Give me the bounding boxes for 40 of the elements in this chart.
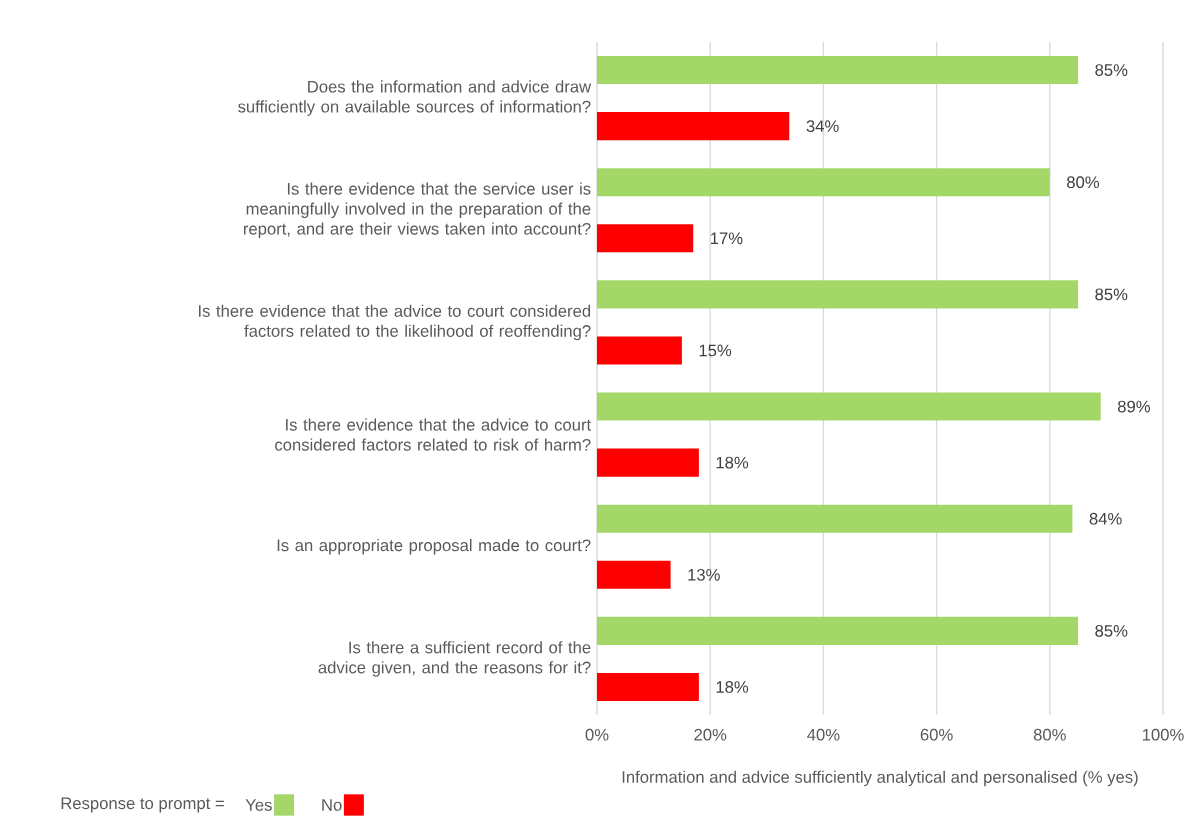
legend-label: Yes bbox=[245, 799, 272, 811]
y-tick-label: Does the information and advice draw sufficiently on available sources of information? bbox=[238, 80, 592, 116]
data-label: 85% bbox=[1095, 64, 1128, 76]
data-label: 15% bbox=[699, 344, 732, 357]
bar bbox=[597, 560, 671, 589]
bar bbox=[597, 56, 1079, 85]
x-tick-label: 40% bbox=[807, 728, 840, 741]
x-tick-label: 20% bbox=[694, 728, 727, 741]
x-tick-label: 100% bbox=[1142, 728, 1184, 741]
bar bbox=[597, 112, 790, 141]
bar bbox=[597, 224, 694, 253]
bar bbox=[597, 392, 1101, 421]
bar bbox=[597, 504, 1073, 533]
x-tick-label: 60% bbox=[920, 728, 953, 741]
bar bbox=[597, 448, 699, 477]
data-label: 80% bbox=[1067, 176, 1100, 189]
legend-title: Response to prompt = bbox=[61, 797, 224, 813]
data-label: 13% bbox=[688, 568, 720, 581]
bar bbox=[597, 168, 1050, 197]
y-tick-label: Is there evidence that the advice to court considered factors related to risk of harm? bbox=[275, 418, 592, 451]
data-label: 34% bbox=[806, 120, 839, 133]
y-tick-label: Is there a sufficient record of the advice given, and the reasons for it? bbox=[318, 641, 591, 677]
y-tick-label: Is there evidence that the service user is meaningfully involved in the preparation of the report, and are their views taken into account? bbox=[243, 182, 591, 239]
data-label: 18% bbox=[716, 681, 749, 693]
y-tick-label: Is there evidence that the advice to court considered factors related to the likelihood of reoffending? bbox=[198, 304, 591, 341]
x-tick-label: 0% bbox=[585, 728, 609, 741]
data-label: 85% bbox=[1095, 624, 1128, 637]
data-label: 85% bbox=[1095, 288, 1128, 301]
bar bbox=[597, 336, 682, 365]
bar bbox=[597, 616, 1079, 645]
data-label: 89% bbox=[1117, 400, 1150, 413]
legend-label: No bbox=[322, 799, 342, 811]
data-label: 17% bbox=[710, 232, 743, 245]
data-label: 18% bbox=[716, 456, 749, 469]
x-tick-label: 80% bbox=[1033, 728, 1066, 741]
x-axis-title: Information and advice sufficiently analytical and personalised (% yes) bbox=[622, 770, 1138, 787]
bar bbox=[597, 672, 699, 701]
data-label: 84% bbox=[1089, 512, 1122, 525]
bar bbox=[597, 280, 1079, 309]
y-tick-label: Is an appropriate proposal made to court? bbox=[277, 538, 591, 555]
